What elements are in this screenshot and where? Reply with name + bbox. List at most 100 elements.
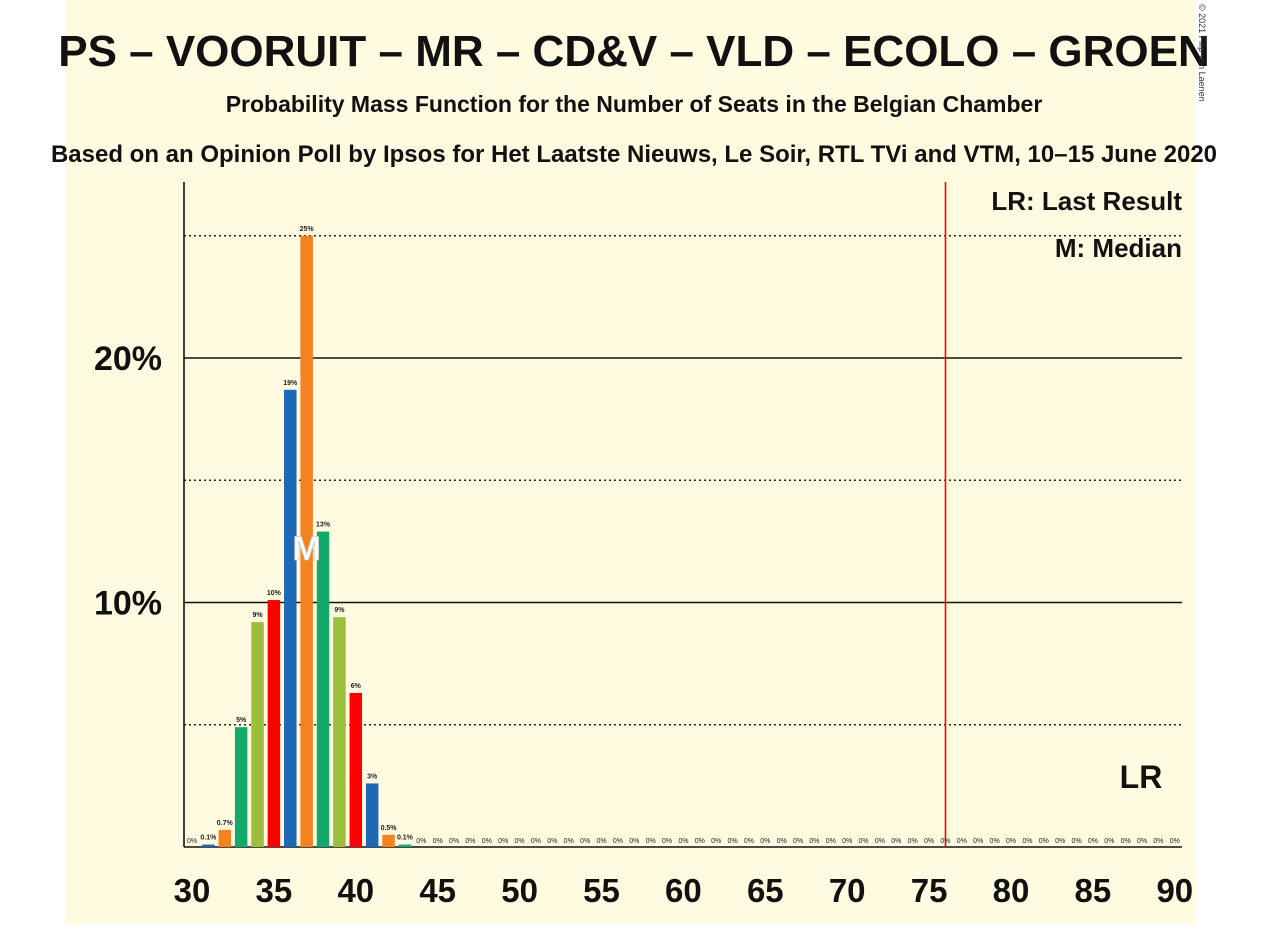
bar-seat-37 xyxy=(300,235,313,847)
zero-value-label: 0% xyxy=(826,838,836,845)
zero-value-label: 0% xyxy=(793,838,803,845)
x-tick-label: 85 xyxy=(1075,872,1112,909)
bar-seat-43 xyxy=(398,844,412,847)
zero-value-label: 0% xyxy=(1039,838,1049,845)
last-result-marker: LR xyxy=(1120,759,1163,795)
x-tick-label: 55 xyxy=(583,872,620,909)
zero-value-label: 0% xyxy=(1137,838,1147,845)
chart-subtitle: Probability Mass Function for the Number… xyxy=(226,91,1043,117)
zero-value-label: 0% xyxy=(908,838,918,845)
x-tick-label: 80 xyxy=(993,872,1030,909)
zero-value-label: 0% xyxy=(482,838,492,845)
zero-value-label: 0% xyxy=(1170,838,1180,845)
zero-value-label: 0% xyxy=(596,838,606,845)
zero-value-label: 0% xyxy=(809,838,819,845)
x-tick-label: 45 xyxy=(419,872,456,909)
bar-seat-39 xyxy=(333,617,346,847)
bar-seat-38 xyxy=(316,531,330,847)
legend-median: M: Median xyxy=(1055,233,1182,263)
bar-seat-35 xyxy=(267,600,281,847)
x-tick-label: 75 xyxy=(911,872,948,909)
bar-value-label: 0.5% xyxy=(381,825,398,832)
bar-value-label: 3% xyxy=(367,773,378,780)
bar-seat-41 xyxy=(365,783,379,847)
zero-value-label: 0% xyxy=(1006,838,1016,845)
zero-value-label: 0% xyxy=(1071,838,1081,845)
bar-value-label: 10% xyxy=(267,590,282,597)
bar-value-label: 0.1% xyxy=(200,835,217,842)
zero-value-label: 0% xyxy=(662,838,672,845)
bar-seat-32 xyxy=(218,829,232,847)
x-tick-label: 35 xyxy=(256,872,293,909)
bar-value-label: 9% xyxy=(334,607,345,614)
zero-value-label: 0% xyxy=(465,838,475,845)
bar-value-label: 0.7% xyxy=(217,820,234,827)
x-tick-label: 50 xyxy=(501,872,538,909)
zero-value-label: 0% xyxy=(1055,838,1065,845)
zero-value-label: 0% xyxy=(187,838,197,845)
bar-seat-40 xyxy=(349,692,363,847)
zero-value-label: 0% xyxy=(433,838,443,845)
bar-value-label: 6% xyxy=(351,683,362,690)
zero-value-label: 0% xyxy=(727,838,737,845)
zero-value-label: 0% xyxy=(744,838,754,845)
zero-value-label: 0% xyxy=(1153,838,1163,845)
zero-value-label: 0% xyxy=(580,838,590,845)
zero-value-label: 0% xyxy=(940,838,950,845)
y-tick-label: 10% xyxy=(94,585,162,623)
zero-value-label: 0% xyxy=(1104,838,1114,845)
y-tick-label: 20% xyxy=(94,340,162,378)
chart-background xyxy=(65,0,1195,924)
zero-value-label: 0% xyxy=(891,838,901,845)
zero-value-label: 0% xyxy=(875,838,885,845)
zero-value-label: 0% xyxy=(498,838,508,845)
chart-source: Based on an Opinion Poll by Ipsos for He… xyxy=(51,141,1217,168)
bar-value-label: 19% xyxy=(283,380,298,387)
bar-value-label: 13% xyxy=(316,522,331,529)
bar-value-label: 9% xyxy=(252,612,263,619)
zero-value-label: 0% xyxy=(678,838,688,845)
zero-value-label: 0% xyxy=(1088,838,1098,845)
zero-value-label: 0% xyxy=(515,838,525,845)
x-tick-label: 30 xyxy=(174,872,211,909)
bar-value-label: 25% xyxy=(300,226,315,233)
zero-value-label: 0% xyxy=(1121,838,1131,845)
zero-value-label: 0% xyxy=(695,838,705,845)
zero-value-label: 0% xyxy=(990,838,1000,845)
x-tick-label: 70 xyxy=(829,872,866,909)
bar-seat-31 xyxy=(202,844,215,847)
bar-value-label: 5% xyxy=(236,717,247,724)
zero-value-label: 0% xyxy=(777,838,787,845)
zero-value-label: 0% xyxy=(629,838,639,845)
zero-value-label: 0% xyxy=(416,838,426,845)
zero-value-label: 0% xyxy=(842,838,852,845)
copyright-note: © 2021 Filip van Laenen xyxy=(1197,4,1207,102)
zero-value-label: 0% xyxy=(924,838,934,845)
zero-value-label: 0% xyxy=(957,838,967,845)
x-tick-label: 60 xyxy=(665,872,702,909)
x-tick-label: 40 xyxy=(337,872,374,909)
zero-value-label: 0% xyxy=(760,838,770,845)
x-tick-label: 65 xyxy=(747,872,784,909)
zero-value-label: 0% xyxy=(859,838,869,845)
x-tick-label: 90 xyxy=(1156,872,1193,909)
zero-value-label: 0% xyxy=(613,838,623,845)
zero-value-label: 0% xyxy=(711,838,721,845)
zero-value-label: 0% xyxy=(646,838,656,845)
bar-seat-42 xyxy=(382,834,395,847)
bar-seat-36 xyxy=(284,389,297,847)
zero-value-label: 0% xyxy=(547,838,557,845)
bar-seat-34 xyxy=(251,622,264,847)
zero-value-label: 0% xyxy=(973,838,983,845)
zero-value-label: 0% xyxy=(1022,838,1032,845)
chart-title: PS – VOORUIT – MR – CD&V – VLD – ECOLO –… xyxy=(58,27,1210,76)
bar-value-label: 0.1% xyxy=(397,835,414,842)
bar-seat-33 xyxy=(234,727,248,847)
zero-value-label: 0% xyxy=(449,838,459,845)
zero-value-label: 0% xyxy=(531,838,541,845)
legend-last-result: LR: Last Result xyxy=(991,186,1182,216)
median-marker: M xyxy=(292,530,320,568)
zero-value-label: 0% xyxy=(564,838,574,845)
